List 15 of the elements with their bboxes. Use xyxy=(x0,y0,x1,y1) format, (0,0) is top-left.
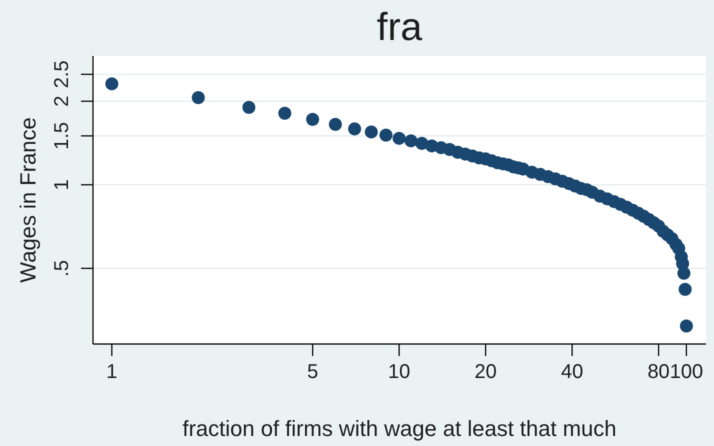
x-axis-title: fraction of firms with wage at least that much xyxy=(182,416,617,441)
y-tick-label: 2 xyxy=(51,96,73,107)
x-tick-label: 100 xyxy=(670,361,704,383)
y-tick-label: .5 xyxy=(51,260,73,277)
x-tick-label: 80 xyxy=(647,361,670,383)
y-tick-label: 1.5 xyxy=(51,122,73,150)
y-axis-title: Wages in France xyxy=(16,117,41,283)
x-tick-label: 40 xyxy=(560,361,584,383)
x-tick-label: 20 xyxy=(474,361,497,383)
x-tick-label: 10 xyxy=(388,361,410,383)
chart-title: fra xyxy=(376,6,423,49)
x-tick-label: 1 xyxy=(106,361,118,383)
y-tick-label: 1 xyxy=(51,179,73,190)
y-tick-label: 2.5 xyxy=(51,60,73,88)
x-tick-label: 5 xyxy=(307,361,318,383)
